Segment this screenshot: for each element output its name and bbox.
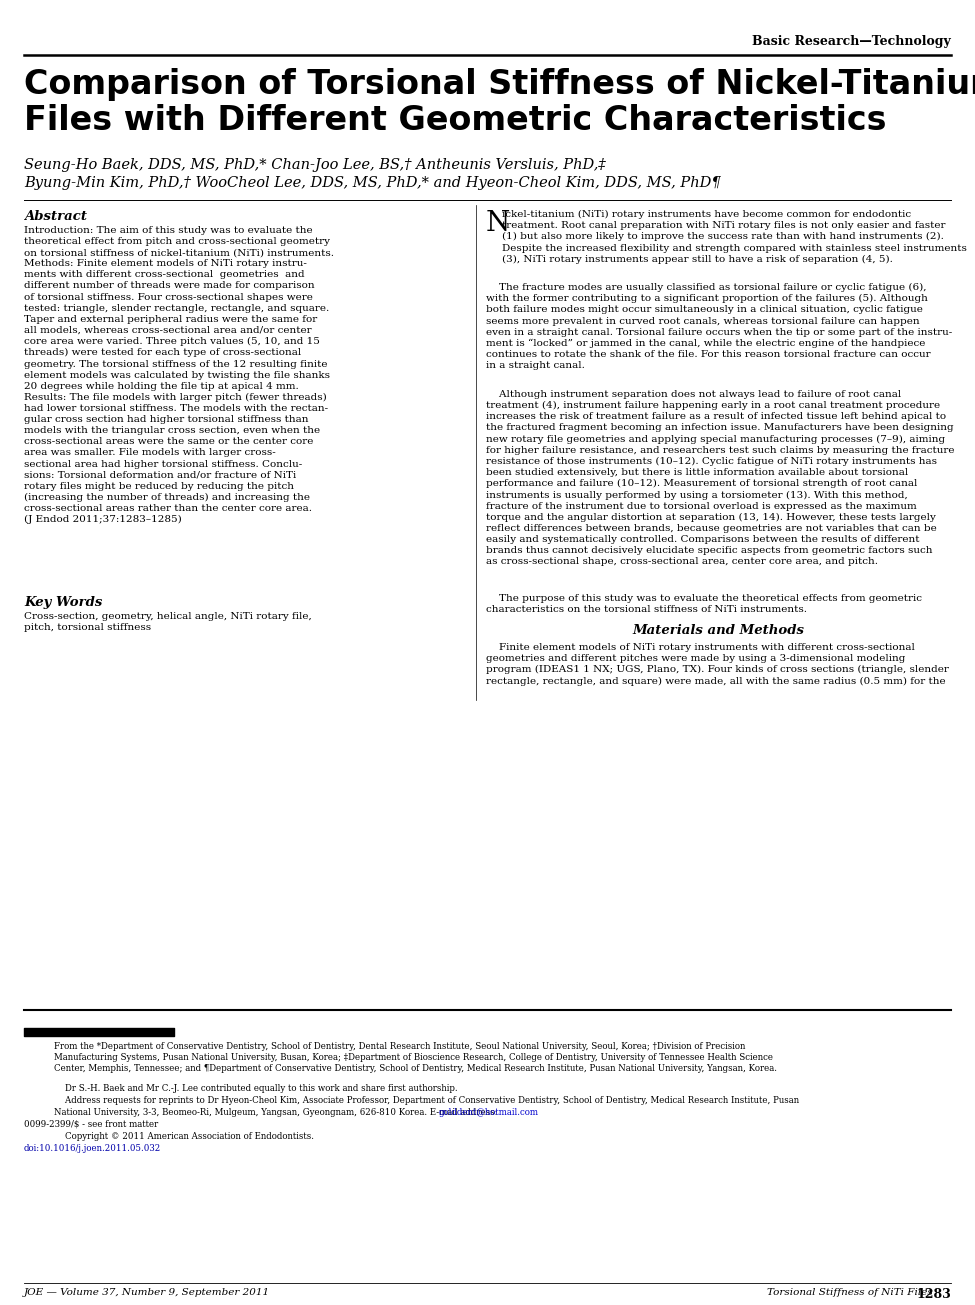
Text: Key Words: Key Words bbox=[24, 596, 102, 609]
Text: Dr S.-H. Baek and Mr C.-J. Lee contributed equally to this work and share first : Dr S.-H. Baek and Mr C.-J. Lee contribut… bbox=[54, 1084, 457, 1094]
Text: 1283: 1283 bbox=[916, 1288, 951, 1301]
Text: JOE — Volume 37, Number 9, September 2011: JOE — Volume 37, Number 9, September 201… bbox=[24, 1288, 270, 1297]
Text: Copyright © 2011 American Association of Endodontists.: Copyright © 2011 American Association of… bbox=[54, 1131, 314, 1141]
Text: National University, 3-3, Beomeo-Ri, Mulgeum, Yangsan, Gyeongnam, 626-810 Korea.: National University, 3-3, Beomeo-Ri, Mul… bbox=[54, 1108, 500, 1117]
Text: Introduction: The aim of this study was to evaluate the
theoretical effect from : Introduction: The aim of this study was … bbox=[24, 226, 334, 525]
Text: Torsional Stiffness of NiTi Files: Torsional Stiffness of NiTi Files bbox=[767, 1288, 946, 1297]
Text: Although instrument separation does not always lead to failure of root canal
tre: Although instrument separation does not … bbox=[486, 390, 955, 566]
Text: Cross-section, geometry, helical angle, NiTi rotary file,
pitch, torsional stiff: Cross-section, geometry, helical angle, … bbox=[24, 612, 312, 632]
Text: Abstract: Abstract bbox=[24, 210, 87, 223]
Text: Basic Research—Technology: Basic Research—Technology bbox=[753, 35, 951, 48]
Text: 0099-2399/$ - see front matter: 0099-2399/$ - see front matter bbox=[24, 1120, 158, 1129]
Text: The purpose of this study was to evaluate the theoretical effects from geometric: The purpose of this study was to evaluat… bbox=[486, 594, 922, 615]
Text: From the *Department of Conservative Dentistry, School of Dentistry, Dental Rese: From the *Department of Conservative Den… bbox=[54, 1041, 777, 1073]
Text: Comparison of Torsional Stiffness of Nickel-Titanium Rotary
Files with Different: Comparison of Torsional Stiffness of Nic… bbox=[24, 68, 975, 137]
Text: N: N bbox=[486, 210, 510, 238]
Text: doi:10.1016/j.joen.2011.05.032: doi:10.1016/j.joen.2011.05.032 bbox=[24, 1144, 161, 1154]
Text: Address requests for reprints to Dr Hyeon-Cheol Kim, Associate Professor, Depart: Address requests for reprints to Dr Hyeo… bbox=[54, 1096, 799, 1105]
Text: golddent@hotmail.com: golddent@hotmail.com bbox=[439, 1108, 539, 1117]
Text: ickel-titanium (NiTi) rotary instruments have become common for endodontic
treat: ickel-titanium (NiTi) rotary instruments… bbox=[502, 210, 967, 264]
Text: Materials and Methods: Materials and Methods bbox=[633, 624, 804, 637]
Text: Finite element models of NiTi rotary instruments with different cross-sectional
: Finite element models of NiTi rotary ins… bbox=[486, 643, 949, 685]
Text: The fracture modes are usually classified as torsional failure or cyclic fatigue: The fracture modes are usually classifie… bbox=[486, 283, 953, 371]
Text: Seung-Ho Baek, DDS, MS, PhD,* Chan-Joo Lee, BS,† Antheunis Versluis, PhD,‡
Byung: Seung-Ho Baek, DDS, MS, PhD,* Chan-Joo L… bbox=[24, 158, 721, 189]
